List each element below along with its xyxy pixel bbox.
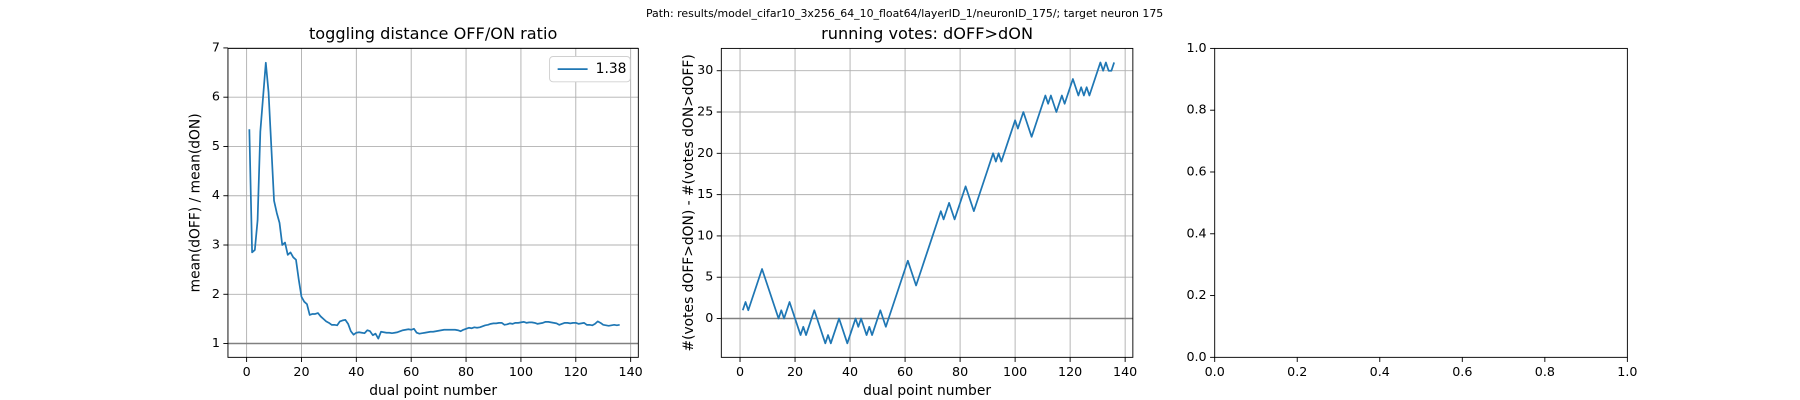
y-tick-label: 2 (212, 286, 220, 301)
y-tick-label: 0.4 (1186, 225, 1206, 240)
y-tick-label: 5 (705, 269, 713, 284)
x-tick-label: 0.6 (1452, 364, 1472, 379)
y-tick-label: 25 (697, 104, 713, 119)
x-tick-label: 140 (1113, 364, 1137, 379)
x-tick-label: 20 (787, 364, 803, 379)
y-tick-label: 5 (212, 138, 220, 153)
x-tick-label: 20 (293, 364, 309, 379)
axes-frame (227, 47, 639, 358)
y-axis-label: mean(dOFF) / mean(dON) (188, 113, 204, 292)
x-tick-label: 0.0 (1205, 364, 1225, 379)
x-tick-label: 80 (952, 364, 968, 379)
y-tick-label: 0.0 (1186, 349, 1206, 364)
y-axis-label: #(votes dOFF>dON) - #(votes dON>dOFF) (681, 54, 697, 351)
y-tick-label: 20 (697, 145, 713, 160)
x-tick-label: 0.8 (1535, 364, 1555, 379)
x-tick-label: 100 (509, 364, 533, 379)
y-tick-label: 1 (212, 335, 220, 350)
y-tick-label: 0.6 (1186, 163, 1206, 178)
x-tick-label: 60 (403, 364, 419, 379)
legend-label: 1.38 (596, 61, 627, 77)
figure-title: Path: results/model_cifar10_3x256_64_10_… (646, 7, 1163, 20)
y-tick-label: 6 (212, 89, 220, 104)
x-tick-label: 0.4 (1370, 364, 1390, 379)
x-tick-label: 140 (619, 364, 643, 379)
data-line (248, 61, 620, 340)
x-tick-label: 40 (842, 364, 858, 379)
x-tick-label: 0 (736, 364, 744, 379)
y-tick-label: 10 (697, 227, 713, 242)
x-tick-label: 120 (564, 364, 588, 379)
x-tick-label: 40 (348, 364, 364, 379)
axes-title: running votes: dOFF>dON (821, 24, 1033, 43)
y-tick-label: 4 (212, 187, 220, 202)
data-line (741, 61, 1115, 345)
x-axis-label: dual point number (369, 383, 497, 399)
x-tick-label: 120 (1058, 364, 1082, 379)
x-tick-label: 100 (1003, 364, 1027, 379)
axes-frame (1214, 47, 1628, 358)
axes-frame (720, 47, 1134, 358)
y-tick-label: 0.8 (1186, 102, 1206, 117)
y-tick-label: 7 (212, 39, 220, 54)
x-tick-label: 1.0 (1617, 364, 1637, 379)
y-tick-label: 3 (212, 237, 220, 252)
x-tick-label: 60 (897, 364, 913, 379)
x-tick-label: 80 (458, 364, 474, 379)
x-tick-label: 0 (243, 364, 251, 379)
y-tick-label: 15 (697, 186, 713, 201)
y-tick-label: 0 (705, 310, 713, 325)
legend-box (549, 56, 631, 83)
y-tick-label: 1.0 (1186, 40, 1206, 55)
x-axis-label: dual point number (863, 383, 991, 399)
y-tick-label: 0.2 (1186, 287, 1206, 302)
axes-title: toggling distance OFF/ON ratio (309, 24, 557, 43)
x-tick-label: 0.2 (1287, 364, 1307, 379)
y-tick-label: 30 (697, 62, 713, 77)
